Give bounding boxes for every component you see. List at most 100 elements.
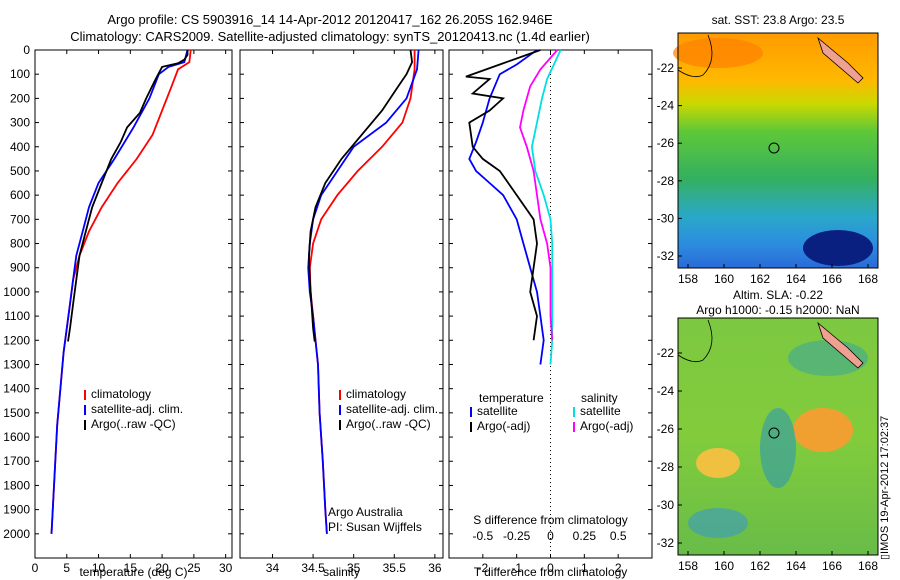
map-x-tick-label: 158 bbox=[678, 559, 698, 573]
map-x-tick-label: 160 bbox=[714, 559, 734, 573]
legend-entry: climatology bbox=[346, 387, 406, 401]
y-tick-label: 1700 bbox=[3, 454, 30, 468]
map-y-tick-label: -28 bbox=[657, 460, 675, 474]
series-line-0 bbox=[468, 49, 545, 365]
map-x-tick-label: 168 bbox=[858, 559, 878, 573]
map-y-tick-label: -30 bbox=[657, 211, 675, 225]
x-tick-label: 36 bbox=[428, 561, 442, 575]
figure-title-line-2: Climatology: CARS2009. Satellite-adjuste… bbox=[70, 29, 590, 44]
annotation-text: Argo Australia bbox=[328, 505, 403, 519]
top-tick-label: -0.5 bbox=[472, 529, 493, 543]
map-y-tick-label: -28 bbox=[657, 174, 675, 188]
panel-difference: -2 -1 0 1 2T difference from climatology S di… bbox=[448, 49, 653, 579]
imos-timestamp-text: IMOS 19-Apr-2012 17:02:37 bbox=[879, 415, 891, 554]
series-line-2 bbox=[530, 49, 562, 365]
y-tick-label: 500 bbox=[10, 164, 30, 178]
legend-entry: Argo(..raw -QC) bbox=[91, 417, 176, 431]
map-low-patch bbox=[760, 408, 796, 488]
annotation-text: PI: Susan Wijffels bbox=[328, 520, 422, 534]
y-tick-label: 2000 bbox=[3, 527, 30, 541]
panel-salinity: 34 34.5 35 35.5 36 salinity climatologysatelli… bbox=[239, 49, 444, 579]
map-low-patch bbox=[688, 508, 748, 538]
legend-header-salinity: salinity bbox=[581, 391, 618, 405]
x-tick-label: 34.5 bbox=[301, 561, 325, 575]
y-tick-label: 800 bbox=[10, 237, 30, 251]
y-tick-label: 200 bbox=[10, 91, 30, 105]
y-tick-label: 1900 bbox=[3, 503, 30, 517]
y-tick-label: 1600 bbox=[3, 430, 30, 444]
x-axis-label: salinity bbox=[323, 565, 360, 579]
map-sst-title: sat. SST: 23.8 Argo: 23.5 bbox=[712, 13, 845, 27]
top-axis-label: S difference from climatology bbox=[473, 513, 628, 527]
map-x-tick-label: 158 bbox=[678, 272, 698, 286]
x-tick-label: 35.5 bbox=[383, 561, 407, 575]
argo-float-marker bbox=[768, 142, 780, 154]
x-tick-label: 2 bbox=[615, 561, 622, 575]
map-y-tick-label: -26 bbox=[657, 136, 675, 150]
x-tick-label: 25 bbox=[187, 561, 201, 575]
reef-outline bbox=[677, 319, 713, 363]
series-line-1 bbox=[465, 49, 541, 341]
x-tick-label: 10 bbox=[92, 561, 106, 575]
map-cold-patch bbox=[803, 230, 873, 266]
y-tick-label: 1100 bbox=[4, 309, 30, 323]
top-tick-label: 0.25 bbox=[573, 529, 597, 543]
x-tick-label: 35 bbox=[347, 561, 361, 575]
panel-frame bbox=[34, 49, 233, 559]
series-line-2 bbox=[308, 49, 414, 342]
legend-entry: Argo(..raw -QC) bbox=[346, 417, 431, 431]
legend-entry: Argo(-adj) bbox=[477, 419, 530, 433]
imos-timestamp: ▯IMOS 19-Apr-2012 17:02:37 bbox=[878, 416, 891, 560]
x-axis-label: temperature (deg C) bbox=[79, 565, 187, 579]
map-frame bbox=[677, 317, 879, 556]
panel-frame bbox=[239, 49, 444, 559]
map-x-tick-label: 162 bbox=[750, 559, 770, 573]
x-axis-label: T difference from climatology bbox=[474, 565, 628, 579]
map-frame bbox=[677, 32, 879, 269]
x-tick-label: 1 bbox=[581, 561, 588, 575]
y-tick-label: 1400 bbox=[3, 382, 30, 396]
y-tick-label: 600 bbox=[10, 188, 30, 202]
series-line-1 bbox=[50, 49, 189, 534]
map-high-patch bbox=[793, 408, 853, 452]
x-tick-label: 20 bbox=[155, 561, 169, 575]
map-y-tick-label: -30 bbox=[657, 498, 675, 512]
island-new-caledonia bbox=[817, 321, 864, 369]
legend-entry: satellite-adj. clim. bbox=[91, 402, 183, 416]
legend-entry: satellite bbox=[580, 404, 621, 418]
y-tick-label: 400 bbox=[10, 140, 30, 154]
imos-logo-icon: ▯ bbox=[879, 553, 891, 560]
map-y-tick-label: -32 bbox=[657, 536, 675, 550]
map-high-patch bbox=[696, 448, 740, 478]
map-x-tick-label: 164 bbox=[786, 559, 806, 573]
map-y-tick-label: -24 bbox=[657, 384, 675, 398]
x-tick-label: 0 bbox=[32, 561, 39, 575]
x-tick-label: -2 bbox=[477, 561, 488, 575]
figure-title-line-1: Argo profile: CS 5903916_14 14-Apr-2012 … bbox=[107, 12, 553, 27]
y-tick-label: 300 bbox=[10, 116, 30, 130]
legend-entry: satellite-adj. clim. bbox=[346, 402, 438, 416]
map-y-tick-label: -22 bbox=[657, 61, 675, 75]
x-tick-label: 30 bbox=[219, 561, 233, 575]
argo-float-marker bbox=[768, 427, 780, 439]
map-sla-title-1: Altim. SLA: -0.22 bbox=[733, 288, 823, 302]
map-warm-patch bbox=[673, 38, 763, 68]
map-y-tick-label: -32 bbox=[657, 249, 675, 263]
series-line-2 bbox=[67, 50, 189, 342]
x-tick-label: 15 bbox=[124, 561, 138, 575]
map-y-tick-label: -26 bbox=[657, 422, 675, 436]
y-tick-label: 1500 bbox=[3, 406, 30, 420]
y-tick-label: 1300 bbox=[3, 357, 30, 371]
reef-outline bbox=[677, 34, 713, 78]
legend-entry: climatology bbox=[91, 387, 151, 401]
y-tick-label: 1800 bbox=[3, 478, 30, 492]
x-tick-label: 0 bbox=[547, 561, 554, 575]
top-tick-label: 0.5 bbox=[610, 529, 627, 543]
x-tick-label: 34 bbox=[266, 561, 280, 575]
island-new-caledonia bbox=[817, 36, 864, 84]
top-tick-label: -0.25 bbox=[503, 529, 531, 543]
map-sla-title-2: Argo h1000: -0.15 h2000: NaN bbox=[696, 303, 859, 317]
